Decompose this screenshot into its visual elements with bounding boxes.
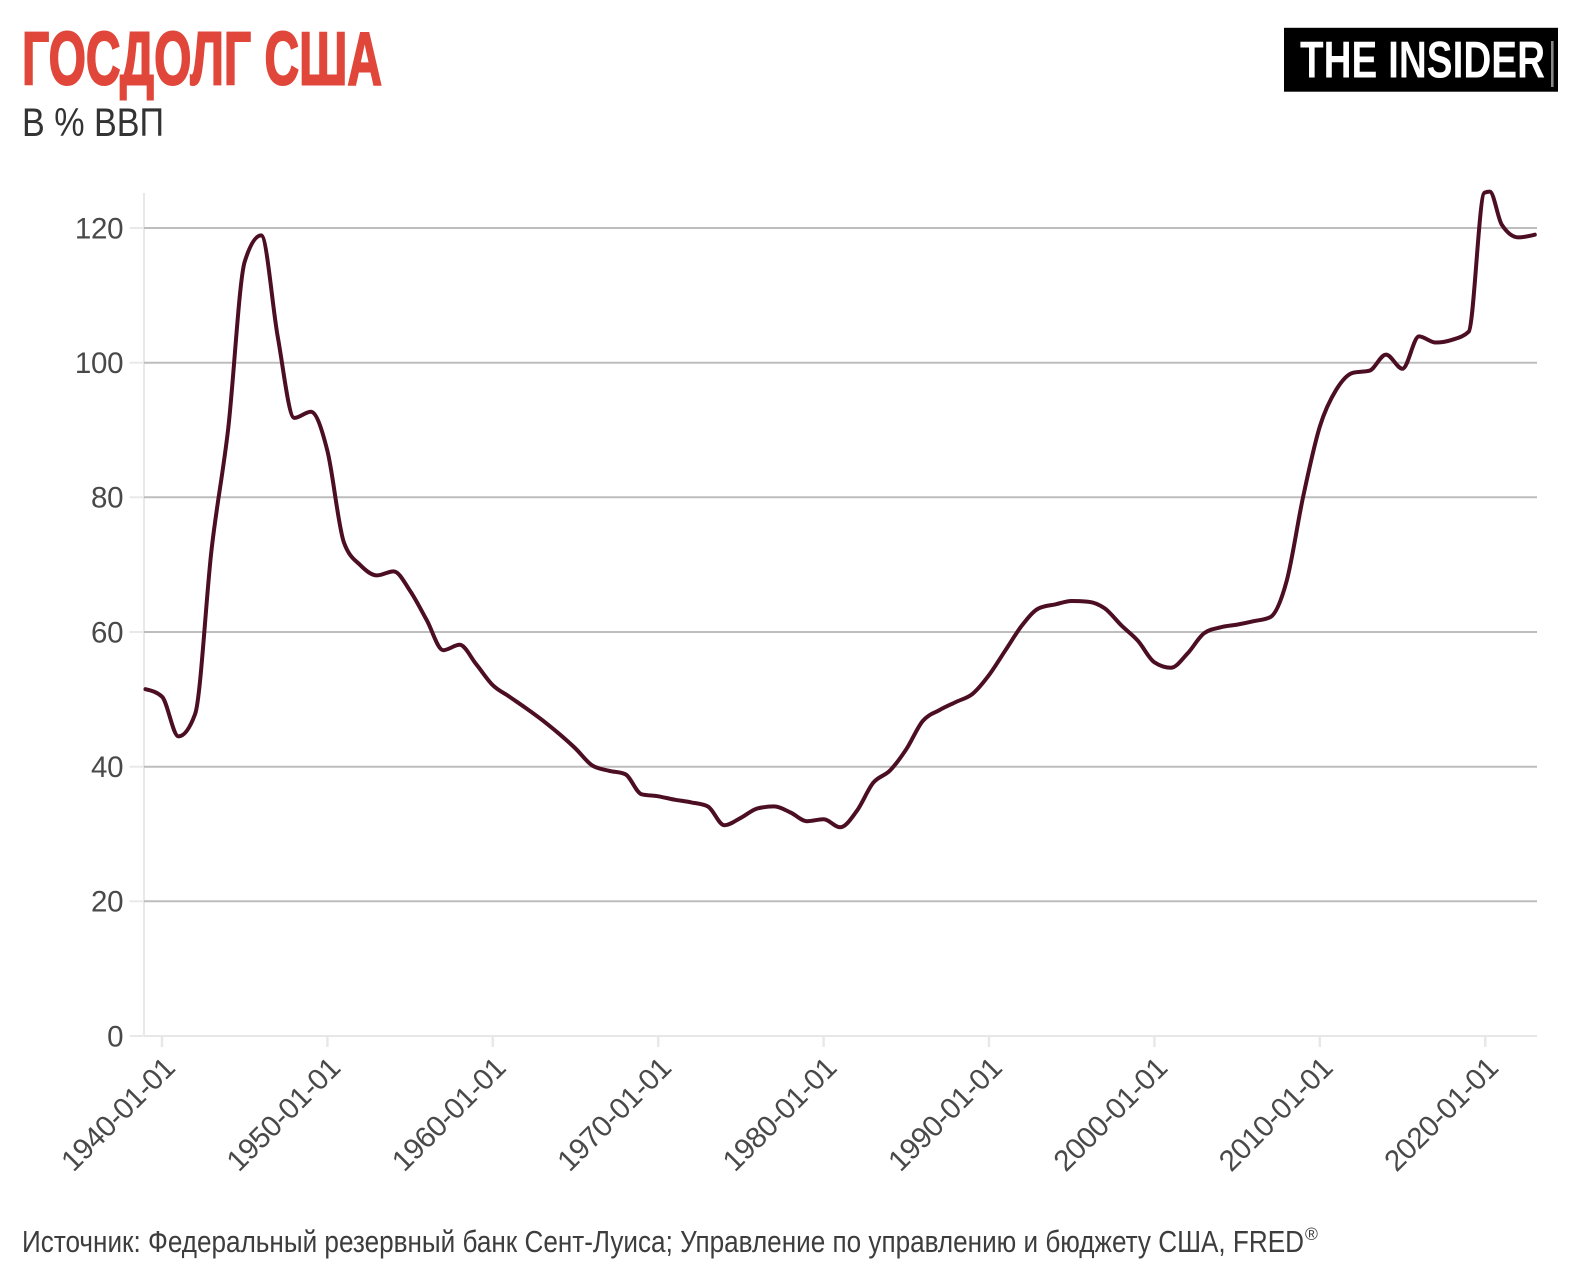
svg-text:60: 60 bbox=[91, 616, 123, 649]
svg-text:40: 40 bbox=[91, 751, 123, 784]
svg-text:80: 80 bbox=[91, 482, 123, 515]
svg-text:0: 0 bbox=[107, 1020, 123, 1053]
svg-text:Источник: Федеральный резервны: Источник: Федеральный резервный банк Сен… bbox=[22, 1224, 1304, 1259]
svg-text:120: 120 bbox=[75, 212, 123, 245]
svg-text:®: ® bbox=[1305, 1224, 1318, 1244]
svg-text:THE INSIDER: THE INSIDER bbox=[1300, 31, 1545, 89]
svg-text:ГОСДОЛГ США: ГОСДОЛГ США bbox=[22, 17, 382, 101]
svg-text:20: 20 bbox=[91, 886, 123, 919]
svg-text:100: 100 bbox=[75, 347, 123, 380]
svg-text:В % ВВП: В % ВВП bbox=[22, 101, 164, 145]
